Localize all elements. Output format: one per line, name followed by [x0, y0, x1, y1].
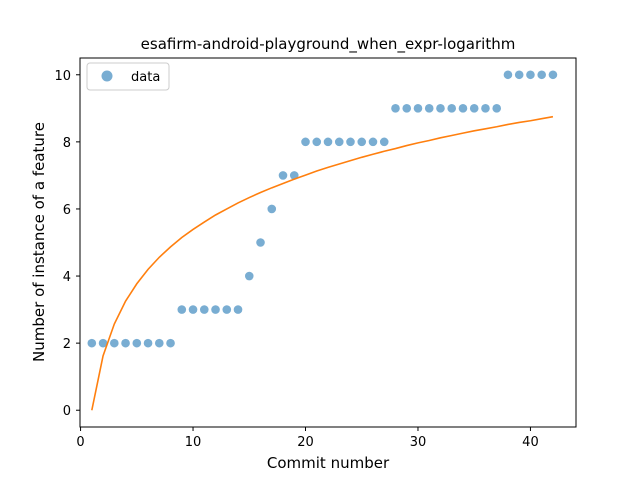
axes-frame	[79, 57, 577, 428]
data-point	[166, 338, 175, 348]
data-point	[177, 305, 187, 314]
y-tick-label: 0	[63, 404, 71, 419]
data-point	[143, 338, 153, 348]
data-point	[458, 104, 468, 113]
data-point	[301, 137, 310, 147]
y-tick-label: 10	[54, 69, 71, 84]
x-tick-label: 0	[76, 435, 84, 450]
data-point	[368, 137, 378, 147]
data-point	[402, 104, 412, 113]
data-point	[110, 338, 119, 348]
data-point	[87, 338, 97, 348]
legend-label-data: data	[131, 70, 160, 85]
fit-line	[91, 115, 554, 411]
data-point	[391, 104, 400, 113]
x-tick-label: 10	[185, 435, 202, 450]
data-point	[188, 305, 198, 314]
data-point	[469, 104, 479, 113]
data-point	[357, 137, 367, 147]
x-tick-label: 20	[297, 435, 314, 450]
chart-title: esafirm-android-playground_when_expr-log…	[141, 35, 516, 54]
data-point	[514, 70, 524, 80]
data-point	[323, 137, 333, 147]
data-point	[132, 338, 142, 348]
x-tick-label: 30	[410, 435, 427, 450]
data-point	[121, 338, 130, 348]
x-axis-label: Commit number	[267, 454, 390, 472]
y-tick-label: 2	[63, 337, 71, 352]
data-point	[211, 305, 220, 314]
data-point	[481, 104, 490, 113]
data-point	[278, 171, 288, 180]
y-tick-label: 4	[63, 270, 71, 285]
data-point	[222, 305, 232, 314]
data-point	[244, 271, 254, 281]
axes-layer: 0 10 20 30 40 0 2 4 6 8 10	[54, 57, 577, 450]
plot-background	[80, 58, 576, 427]
data-point	[526, 70, 535, 80]
y-axis-label: Number of instance of a feature	[30, 122, 48, 362]
data-point	[503, 70, 513, 80]
y-tick-label: 6	[63, 203, 71, 218]
data-point	[199, 305, 209, 314]
data-point	[256, 238, 265, 247]
legend: data	[86, 62, 170, 91]
legend-marker-data	[101, 70, 113, 82]
data-point	[548, 70, 558, 80]
data-point	[154, 338, 164, 348]
data-point	[436, 104, 445, 113]
data-point	[346, 137, 355, 147]
x-tick-label: 40	[522, 435, 539, 450]
data-point	[334, 137, 344, 147]
data-point	[447, 104, 457, 113]
data-point	[492, 104, 502, 113]
legend-frame	[86, 62, 170, 91]
data-point	[233, 305, 243, 314]
data-point	[379, 137, 389, 147]
series-layer	[87, 70, 558, 411]
data-point	[537, 70, 546, 80]
data-point	[413, 104, 423, 113]
data-point	[424, 104, 434, 113]
y-tick-label: 8	[63, 136, 71, 151]
data-point	[312, 137, 322, 147]
plot-area	[80, 58, 576, 427]
data-point	[267, 204, 277, 214]
data-point	[98, 338, 108, 348]
